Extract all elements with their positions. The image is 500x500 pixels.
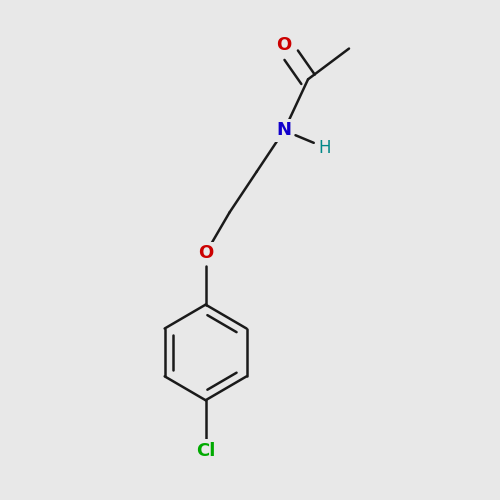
Text: N: N: [276, 122, 291, 140]
Text: O: O: [198, 244, 213, 262]
Text: H: H: [319, 138, 332, 156]
Text: Cl: Cl: [196, 442, 216, 460]
Text: H: H: [318, 138, 332, 156]
Text: O: O: [276, 36, 292, 54]
Text: N: N: [276, 122, 291, 140]
